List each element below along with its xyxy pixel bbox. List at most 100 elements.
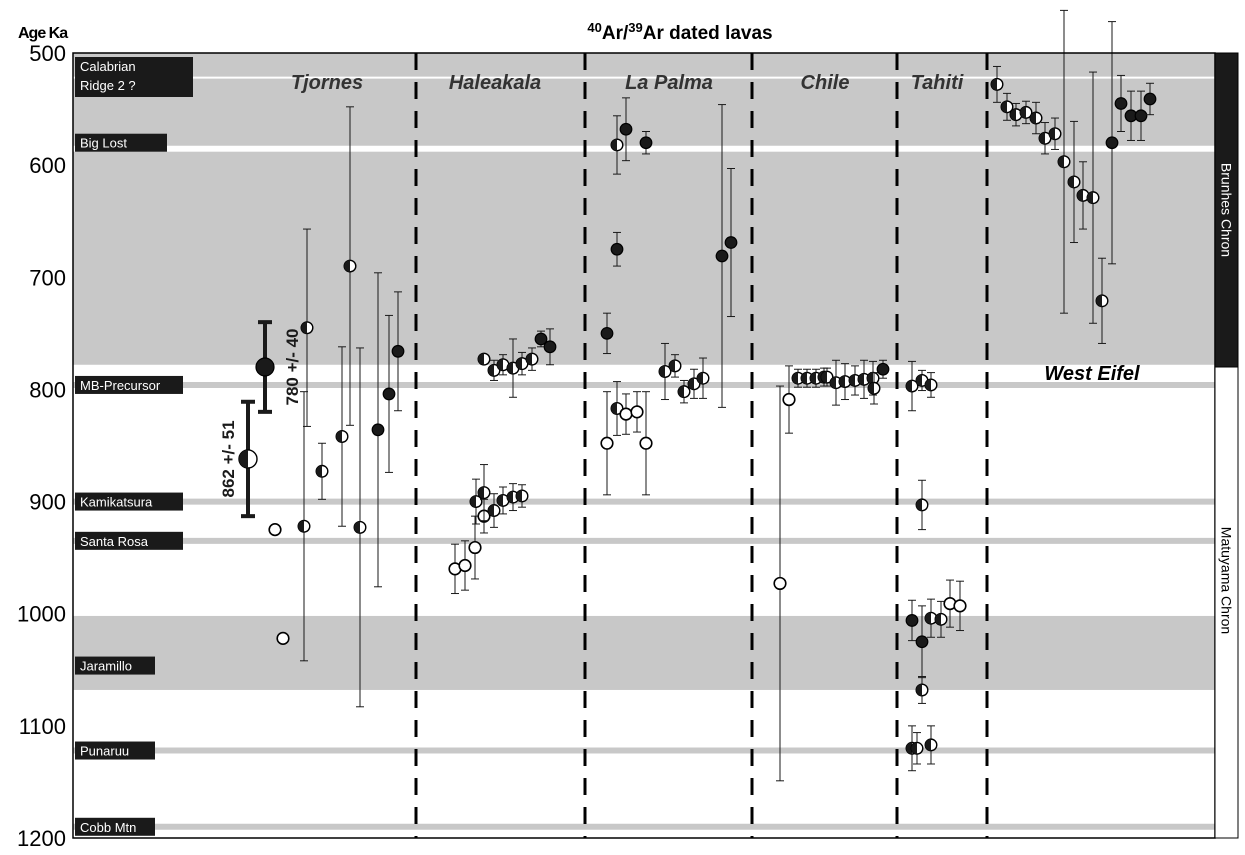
point-1-9 — [515, 489, 529, 503]
point-1-15-half — [526, 353, 532, 365]
point-4-8 — [910, 741, 924, 755]
excursion-label-box-3 — [75, 492, 183, 511]
point-2-10 — [658, 364, 672, 378]
highlight-marker-0 — [255, 357, 275, 377]
point-4-1-half — [916, 499, 922, 511]
point-0-10 — [391, 344, 405, 358]
locality-dividers — [414, 53, 989, 838]
point-4-1 — [915, 498, 929, 512]
point-3-0-circle — [773, 576, 787, 591]
point-0-2-half — [298, 520, 304, 533]
locality-label-3: Chile — [801, 72, 850, 94]
point-4-6 — [915, 683, 929, 697]
point-1-3-half — [470, 495, 476, 508]
point-1-17 — [543, 340, 557, 354]
excursion-label-text-2-0: MB-Precursor — [80, 378, 161, 393]
excursion-label-text-6-0: Punaruu — [80, 744, 129, 759]
point-3-3 — [800, 371, 814, 385]
point-5-13 — [1114, 97, 1128, 110]
point-2-11-half — [669, 360, 675, 372]
title-superscript-40: 40 — [587, 20, 601, 35]
y-axis: 500 600 700 800 900 1000 1100 1200 — [17, 41, 66, 851]
locality-labels: Tjornes Haleakala La Palma Chile Tahiti West … — [291, 72, 1140, 385]
excursion-label-text-5-0: Jaramillo — [80, 659, 132, 674]
point-0-8-circle — [371, 423, 385, 437]
point-1-17-circle — [543, 340, 557, 354]
point-1-16 — [534, 332, 548, 346]
point-3-2 — [791, 371, 805, 385]
point-3-13 — [876, 362, 890, 376]
point-0-9-circle — [382, 387, 396, 401]
point-4-4-circle — [905, 614, 919, 627]
point-3-12 — [867, 381, 881, 395]
point-5-4 — [1029, 111, 1043, 125]
chron-label-0: Brunhes Chron — [1219, 163, 1235, 257]
point-1-6-half — [488, 504, 494, 517]
point-1-15 — [525, 352, 539, 366]
y-tick-label-2: 700 — [29, 265, 66, 290]
point-3-10-half — [858, 373, 864, 386]
point-2-14-half — [697, 372, 703, 385]
point-5-0-half — [991, 78, 997, 91]
point-2-13-half — [688, 378, 694, 390]
highlight-marker-0-circle — [255, 357, 275, 377]
point-5-1-half — [1001, 101, 1007, 113]
point-2-1-circle — [600, 326, 614, 340]
point-2-14 — [696, 371, 710, 385]
point-0-0 — [268, 523, 282, 537]
point-4-13 — [953, 599, 967, 613]
point-5-11 — [1095, 294, 1109, 308]
y-tick-label-5: 1000 — [17, 602, 66, 627]
point-5-7-half — [1058, 155, 1064, 168]
chron-block-1 — [1214, 366, 1239, 839]
point-2-8 — [639, 136, 653, 150]
excursion-label-text-1-0: Big Lost — [80, 136, 127, 151]
point-4-11-half — [935, 613, 941, 626]
excursion-label-box-5 — [75, 656, 155, 675]
point-0-4-half — [316, 465, 322, 478]
point-2-6 — [610, 242, 624, 256]
point-5-5-half — [1039, 132, 1045, 145]
point-5-8-half — [1068, 176, 1074, 188]
point-3-6-half — [821, 371, 827, 383]
point-4-3 — [924, 378, 938, 392]
locality-label-5: West Eifel — [1044, 363, 1140, 385]
point-2-12 — [677, 385, 691, 399]
point-2-16 — [724, 236, 738, 249]
point-4-11 — [934, 612, 948, 626]
excursion-label-box-7 — [75, 817, 155, 836]
point-3-2-half — [792, 372, 798, 385]
point-5-11-half — [1096, 295, 1102, 307]
point-2-6-circle — [610, 242, 624, 256]
point-4-9 — [924, 738, 938, 752]
point-4-0 — [905, 379, 919, 393]
point-4-0-half — [906, 380, 912, 392]
y-tick-label-7: 1200 — [17, 826, 66, 850]
data-points — [268, 9, 1157, 782]
grey-band-2 — [73, 615, 1215, 690]
point-0-1-circle — [276, 631, 290, 645]
excursion-label-text-0-1: Ridge 2 ? — [80, 78, 136, 93]
point-5-12 — [1105, 136, 1119, 150]
point-5-16 — [1143, 92, 1157, 106]
point-1-10-half — [478, 353, 484, 365]
highlight-marker-1-half — [239, 449, 248, 468]
point-5-4-half — [1030, 112, 1036, 124]
y-tick-label-3: 800 — [29, 377, 66, 402]
point-1-2 — [468, 540, 482, 555]
excursion-label-text-4-0: Santa Rosa — [80, 534, 149, 549]
point-0-6-half — [344, 260, 350, 272]
point-0-9 — [382, 387, 396, 401]
point-1-6 — [487, 504, 501, 518]
point-1-10 — [477, 352, 491, 366]
point-5-2 — [1009, 108, 1023, 122]
point-5-8 — [1067, 175, 1081, 189]
point-2-3 — [610, 138, 624, 152]
y-tick-label-0: 500 — [29, 41, 66, 66]
point-2-7-circle — [630, 405, 644, 419]
point-0-1 — [276, 631, 290, 645]
point-2-15-circle — [715, 249, 729, 263]
point-4-13-circle — [953, 599, 967, 613]
point-2-1 — [600, 326, 614, 340]
